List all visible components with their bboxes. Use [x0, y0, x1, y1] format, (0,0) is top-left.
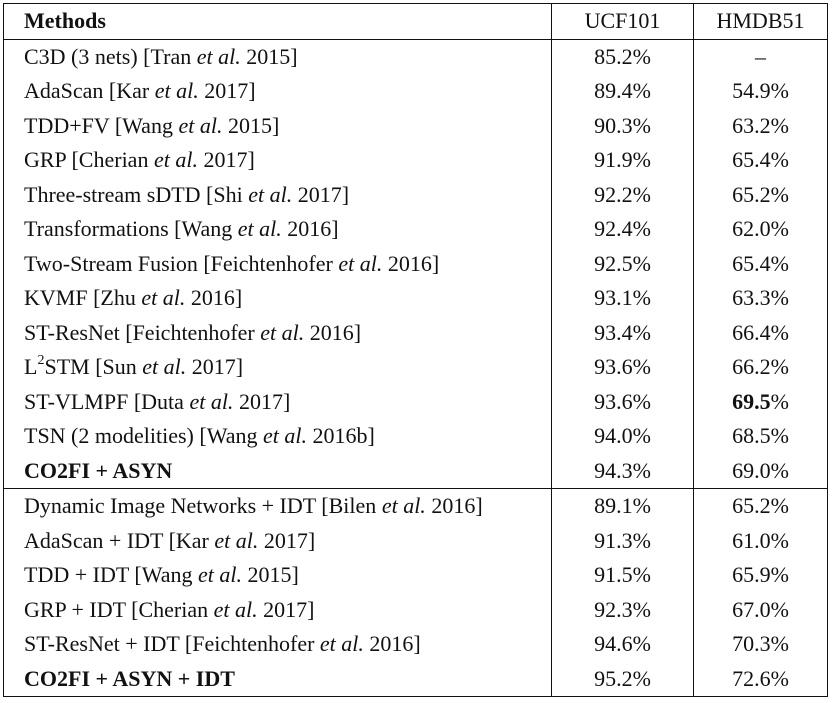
- hmdb51-cell: 54.9%: [693, 74, 828, 109]
- table-row: GRP + IDT [Cherian et al. 2017] 92.3% 67…: [4, 592, 828, 627]
- ucf101-cell: 94.6%: [551, 627, 694, 662]
- method-cell: KVMF [Zhu et al. 2016]: [24, 285, 243, 311]
- ucf101-cell: 92.3%: [551, 592, 694, 627]
- ucf101-cell: 89.4%: [551, 74, 694, 109]
- hmdb51-cell: 63.2%: [693, 108, 828, 143]
- table-row: GRP [Cherian et al. 2017] 91.9% 65.4%: [4, 143, 828, 178]
- hmdb51-cell: 65.2%: [693, 177, 828, 212]
- table-row-ours: CO2FI + ASYN 94.3% 69.0%: [4, 453, 828, 489]
- ucf101-cell: 95.2%: [551, 661, 694, 697]
- header-hmdb51: HMDB51: [693, 3, 828, 40]
- hmdb51-cell: 65.9%: [693, 558, 828, 593]
- table-row: Three-stream sDTD [Shi et al. 2017] 92.2…: [4, 177, 828, 212]
- method-cell: Two-Stream Fusion [Feichtenhofer et al. …: [24, 250, 440, 276]
- ucf101-cell: 89.1%: [551, 488, 694, 524]
- results-table: Methods UCF101 HMDB51 C3D (3 nets) [Tran…: [3, 3, 828, 697]
- ucf101-cell: 85.2%: [551, 39, 694, 74]
- table-row: ST-ResNet + IDT [Feichtenhofer et al. 20…: [4, 627, 828, 662]
- table-row: ST-VLMPF [Duta et al. 2017] 93.6% 69.5%: [4, 384, 828, 419]
- method-cell: GRP + IDT [Cherian et al. 2017]: [24, 596, 315, 622]
- table-row: TDD+FV [Wang et al. 2015] 90.3% 63.2%: [4, 108, 828, 143]
- hmdb51-cell: 69.0%: [693, 453, 828, 489]
- ucf101-cell: 93.6%: [551, 350, 694, 385]
- hmdb51-cell: 63.3%: [693, 281, 828, 316]
- method-cell: TDD + IDT [Wang et al. 2015]: [24, 562, 299, 588]
- ucf101-cell: 92.5%: [551, 246, 694, 281]
- ucf101-cell: 93.6%: [551, 384, 694, 419]
- table-header-row: Methods UCF101 HMDB51: [3, 3, 828, 40]
- table-row: Two-Stream Fusion [Feichtenhofer et al. …: [4, 246, 828, 281]
- ucf101-cell: 92.4%: [551, 212, 694, 247]
- ucf101-cell: 91.5%: [551, 558, 694, 593]
- method-cell: Transformations [Wang et al. 2016]: [24, 216, 339, 242]
- table-row: C3D (3 nets) [Tran et al. 2015] 85.2% –: [4, 39, 828, 74]
- method-cell: AdaScan [Kar et al. 2017]: [24, 78, 256, 104]
- hmdb51-cell: 70.3%: [693, 627, 828, 662]
- table-row: AdaScan [Kar et al. 2017] 89.4% 54.9%: [4, 74, 828, 109]
- ucf101-cell: 90.3%: [551, 108, 694, 143]
- table-row: ST-ResNet [Feichtenhofer et al. 2016] 93…: [4, 315, 828, 350]
- table-row: TDD + IDT [Wang et al. 2015] 91.5% 65.9%: [4, 558, 828, 593]
- ucf101-cell: 92.2%: [551, 177, 694, 212]
- table-row: AdaScan + IDT [Kar et al. 2017] 91.3% 61…: [4, 523, 828, 558]
- results-table-container: Methods UCF101 HMDB51 C3D (3 nets) [Tran…: [3, 3, 828, 697]
- hmdb51-cell: 65.4%: [693, 143, 828, 178]
- method-cell: Dynamic Image Networks + IDT [Bilen et a…: [3, 488, 552, 524]
- hmdb51-cell: 65.4%: [693, 246, 828, 281]
- method-cell: CO2FI + ASYN: [24, 457, 173, 483]
- hmdb51-cell: 66.4%: [693, 315, 828, 350]
- hmdb51-cell: 62.0%: [693, 212, 828, 247]
- table-row: Dynamic Image Networks + IDT [Bilen et a…: [3, 488, 828, 524]
- hmdb51-cell: 65.2%: [693, 488, 828, 524]
- method-cell: CO2FI + ASYN + IDT: [24, 665, 235, 691]
- table-row: L2STM [Sun et al. 2017] 93.6% 66.2%: [4, 350, 828, 385]
- table-row: TSN (2 modelities) [Wang et al. 2016b] 9…: [4, 419, 828, 454]
- table-row-ours: CO2FI + ASYN + IDT 95.2% 72.6%: [4, 661, 828, 697]
- method-cell: ST-ResNet + IDT [Feichtenhofer et al. 20…: [24, 631, 421, 657]
- table-row: Transformations [Wang et al. 2016] 92.4%…: [4, 212, 828, 247]
- hmdb51-cell: 61.0%: [693, 523, 828, 558]
- hmdb51-cell: –: [693, 39, 828, 74]
- hmdb51-cell: 68.5%: [693, 419, 828, 454]
- ucf101-cell: 94.0%: [551, 419, 694, 454]
- hmdb51-cell: 69.5%: [693, 384, 828, 419]
- method-cell: C3D (3 nets) [Tran et al. 2015]: [24, 43, 298, 69]
- ucf101-cell: 91.9%: [551, 143, 694, 178]
- method-cell: ST-ResNet [Feichtenhofer et al. 2016]: [24, 319, 362, 345]
- hmdb51-cell: 72.6%: [693, 661, 828, 697]
- ucf101-cell: 94.3%: [551, 453, 694, 489]
- header-methods: Methods: [3, 3, 552, 40]
- method-cell: ST-VLMPF [Duta et al. 2017]: [24, 388, 291, 414]
- ucf101-cell: 93.4%: [551, 315, 694, 350]
- method-cell: GRP [Cherian et al. 2017]: [24, 147, 255, 173]
- method-cell: Three-stream sDTD [Shi et al. 2017]: [24, 181, 350, 207]
- header-ucf101: UCF101: [551, 3, 694, 40]
- hmdb51-cell: 67.0%: [693, 592, 828, 627]
- method-cell: TDD+FV [Wang et al. 2015]: [24, 112, 280, 138]
- table-row: KVMF [Zhu et al. 2016] 93.1% 63.3%: [4, 281, 828, 316]
- ucf101-cell: 93.1%: [551, 281, 694, 316]
- method-cell: TSN (2 modelities) [Wang et al. 2016b]: [24, 423, 375, 449]
- ucf101-cell: 91.3%: [551, 523, 694, 558]
- hmdb51-cell: 66.2%: [693, 350, 828, 385]
- method-cell: L2STM [Sun et al. 2017]: [24, 352, 244, 380]
- method-cell: AdaScan + IDT [Kar et al. 2017]: [24, 527, 316, 553]
